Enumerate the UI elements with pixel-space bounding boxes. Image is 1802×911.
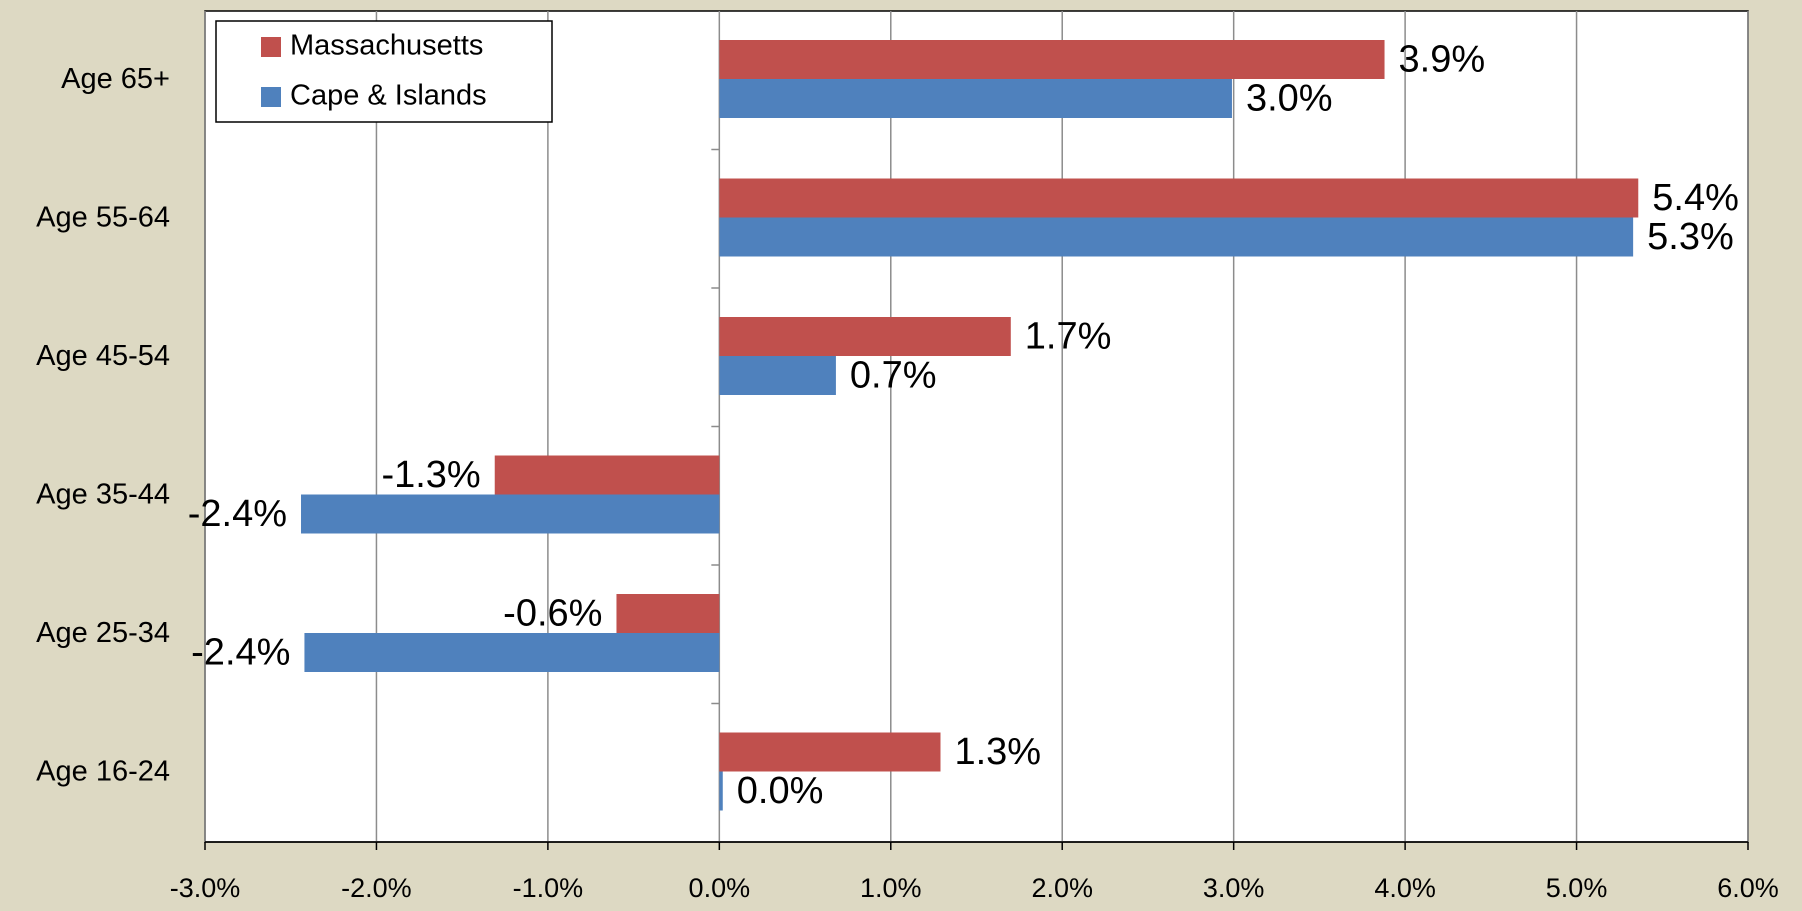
x-tick-label: 0.0% <box>689 873 751 903</box>
bar <box>719 40 1385 79</box>
x-tick-label: -3.0% <box>170 873 241 903</box>
bar <box>719 356 836 395</box>
data-label: 3.0% <box>1246 78 1333 120</box>
data-label: -2.4% <box>188 493 287 535</box>
bar <box>719 178 1639 218</box>
bar <box>719 79 1232 118</box>
y-tick-label: Age 25-34 <box>36 617 170 649</box>
y-tick-label: Age 16-24 <box>36 755 170 787</box>
legend-label: Cape & Islands <box>290 80 487 112</box>
data-label: -0.6% <box>503 593 602 635</box>
bar <box>719 217 1634 257</box>
x-tick-label: -1.0% <box>513 873 584 903</box>
data-label: -2.4% <box>191 632 290 674</box>
data-label: 5.4% <box>1652 177 1739 219</box>
data-label: 3.9% <box>1399 39 1486 81</box>
bar <box>301 494 720 534</box>
y-tick-label: Age 35-44 <box>36 478 170 510</box>
x-tick-label: 4.0% <box>1374 873 1436 903</box>
bar <box>719 732 941 772</box>
y-tick-label: Age 45-54 <box>36 340 170 372</box>
x-tick-label: 2.0% <box>1031 873 1093 903</box>
plot-area <box>204 10 1749 843</box>
bar <box>719 317 1011 356</box>
x-tick-label: -2.0% <box>341 873 412 903</box>
legend-swatch <box>261 87 281 107</box>
x-tick-label: 3.0% <box>1203 873 1265 903</box>
y-tick-label: Age 55-64 <box>36 201 170 233</box>
legend-swatch <box>261 37 281 57</box>
x-tick-label: 6.0% <box>1717 873 1779 903</box>
data-label: 0.7% <box>850 355 937 397</box>
bar <box>494 455 720 495</box>
data-label: -1.3% <box>381 454 480 496</box>
bar <box>304 633 720 672</box>
data-label: 1.3% <box>954 731 1041 773</box>
data-label: 1.7% <box>1025 316 1112 358</box>
bar <box>719 771 723 811</box>
legend-label: Massachusetts <box>290 30 483 62</box>
x-tick-label: 5.0% <box>1546 873 1608 903</box>
bar <box>616 594 720 633</box>
x-tick-label: 1.0% <box>860 873 922 903</box>
data-label: 0.0% <box>737 770 824 812</box>
y-tick-label: Age 65+ <box>61 63 170 95</box>
data-label: 5.3% <box>1647 216 1734 258</box>
